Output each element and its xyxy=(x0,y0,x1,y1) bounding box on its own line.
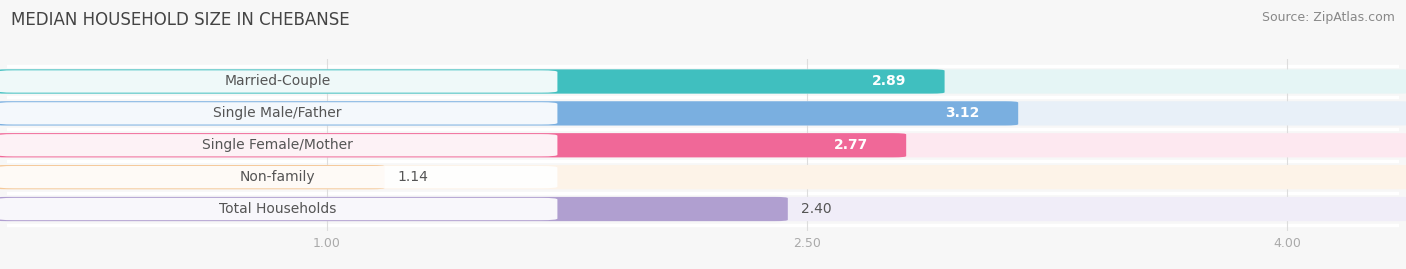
FancyBboxPatch shape xyxy=(0,134,557,156)
Text: Total Households: Total Households xyxy=(219,202,336,216)
Text: MEDIAN HOUSEHOLD SIZE IN CHEBANSE: MEDIAN HOUSEHOLD SIZE IN CHEBANSE xyxy=(11,11,350,29)
Text: 2.40: 2.40 xyxy=(800,202,831,216)
FancyBboxPatch shape xyxy=(0,165,385,189)
FancyBboxPatch shape xyxy=(0,166,557,188)
Text: 1.14: 1.14 xyxy=(398,170,429,184)
FancyBboxPatch shape xyxy=(0,198,557,220)
Text: 3.12: 3.12 xyxy=(945,106,980,121)
Text: Source: ZipAtlas.com: Source: ZipAtlas.com xyxy=(1261,11,1395,24)
Text: Single Female/Mother: Single Female/Mother xyxy=(202,138,353,152)
Text: Married-Couple: Married-Couple xyxy=(225,75,330,89)
FancyBboxPatch shape xyxy=(0,101,1406,126)
FancyBboxPatch shape xyxy=(0,70,557,93)
FancyBboxPatch shape xyxy=(0,69,945,94)
FancyBboxPatch shape xyxy=(0,133,907,157)
Text: Non-family: Non-family xyxy=(239,170,315,184)
Text: Single Male/Father: Single Male/Father xyxy=(214,106,342,121)
FancyBboxPatch shape xyxy=(0,197,1406,221)
Text: 2.89: 2.89 xyxy=(872,75,907,89)
FancyBboxPatch shape xyxy=(0,101,1018,126)
FancyBboxPatch shape xyxy=(0,133,1406,157)
FancyBboxPatch shape xyxy=(0,165,1406,189)
Text: 2.77: 2.77 xyxy=(834,138,868,152)
FancyBboxPatch shape xyxy=(0,69,1406,94)
FancyBboxPatch shape xyxy=(0,197,787,221)
FancyBboxPatch shape xyxy=(0,102,557,125)
